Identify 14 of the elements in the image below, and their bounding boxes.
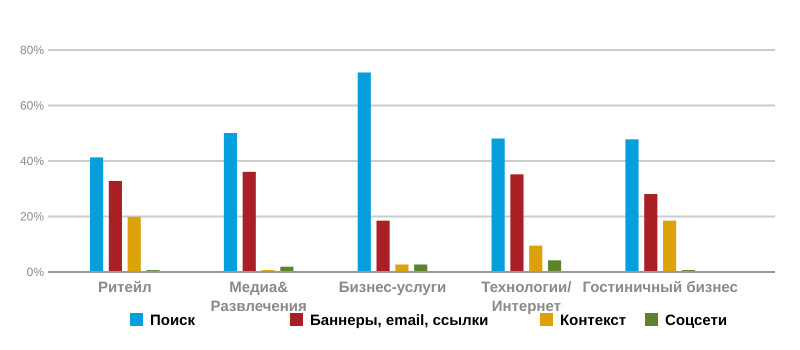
legend-label: Контекст xyxy=(560,312,626,329)
x-tick-label: Гостиничный бизнес xyxy=(582,279,738,296)
y-tick-label: 60% xyxy=(20,98,44,112)
x-tick-label: Бизнес-услуги xyxy=(338,279,446,296)
x-tick-label: Технологии/ Интернет xyxy=(481,279,572,315)
y-tick-label: 0% xyxy=(26,265,44,279)
x-tick-label: Ритейл xyxy=(98,279,152,296)
legend-label: Соцсети xyxy=(665,312,728,329)
x-tick-label: Медиа& Развлечения xyxy=(210,279,307,315)
y-tick-label: 40% xyxy=(20,154,44,168)
y-tick-label: 20% xyxy=(20,210,44,224)
y-tick-label: 80% xyxy=(20,43,44,57)
legend-label: Баннеры, email, ссылки xyxy=(310,312,488,329)
legend-label: Поиск xyxy=(150,312,196,329)
